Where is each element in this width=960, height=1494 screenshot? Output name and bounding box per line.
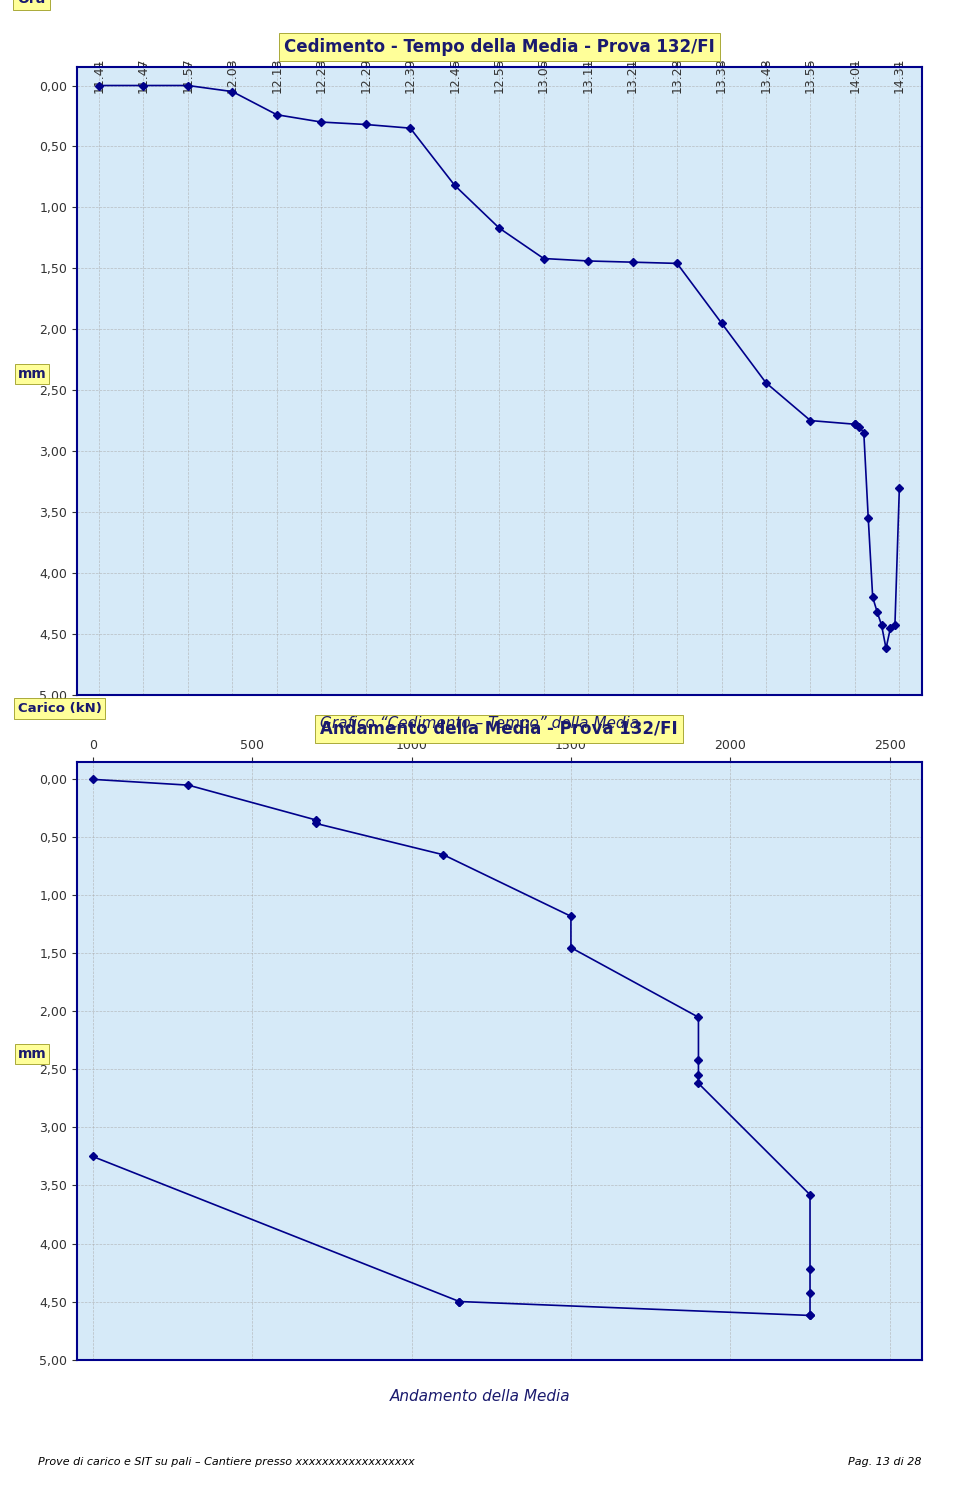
Title: Cedimento - Tempo della Media - Prova 132/FI: Cedimento - Tempo della Media - Prova 13…	[284, 37, 714, 55]
Text: Ora: Ora	[17, 0, 46, 6]
Text: Grafico “Cedimento – Tempo” della Media: Grafico “Cedimento – Tempo” della Media	[321, 716, 639, 731]
Text: Prove di carico e SIT su pali – Cantiere presso xxxxxxxxxxxxxxxxxx: Prove di carico e SIT su pali – Cantiere…	[38, 1457, 415, 1467]
Y-axis label: mm: mm	[17, 1047, 46, 1061]
Text: Andamento della Media: Andamento della Media	[390, 1389, 570, 1404]
Title: Andamento della Media - Prova 132/FI: Andamento della Media - Prova 132/FI	[321, 720, 678, 738]
Text: Pag. 13 di 28: Pag. 13 di 28	[848, 1457, 922, 1467]
Y-axis label: mm: mm	[17, 368, 46, 381]
Text: Carico (kN): Carico (kN)	[17, 702, 102, 716]
